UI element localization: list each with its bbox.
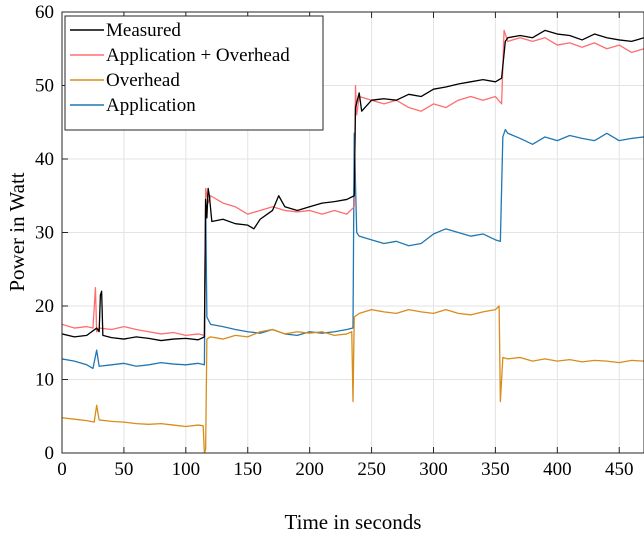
y-tick-label: 0 bbox=[45, 443, 55, 464]
series-layer bbox=[62, 29, 644, 453]
series-line-application bbox=[62, 128, 644, 370]
x-tick-label: 150 bbox=[233, 459, 262, 480]
x-tick-label: 250 bbox=[357, 459, 386, 480]
legend-label-application-overhead: Application + Overhead bbox=[106, 45, 290, 66]
legend: Measured Application + Overhead Overhead Ap… bbox=[64, 15, 324, 131]
series-line-application-overhead bbox=[62, 29, 644, 337]
y-tick-label: 20 bbox=[35, 296, 54, 317]
x-tick-label: 450 bbox=[605, 459, 634, 480]
y-tick-label: 40 bbox=[35, 149, 54, 170]
x-tick-label: 200 bbox=[295, 459, 324, 480]
legend-label-application: Application bbox=[106, 95, 196, 116]
legend-label-measured: Measured bbox=[106, 20, 181, 41]
x-tick-label: 50 bbox=[114, 459, 133, 480]
x-axis-label: Time in seconds bbox=[285, 510, 422, 534]
y-tick-label: 30 bbox=[35, 223, 54, 244]
series-line-measured bbox=[62, 29, 644, 342]
y-tick-label: 60 bbox=[35, 2, 54, 23]
tick-labels: 0 50 100 150 200 250 300 350 400 450 0 10 20 30 40 50 60 bbox=[35, 2, 633, 480]
x-tick-label: 400 bbox=[543, 459, 572, 480]
legend-label-overhead: Overhead bbox=[106, 70, 180, 91]
x-tick-label: 100 bbox=[172, 459, 201, 480]
y-tick-label: 10 bbox=[35, 370, 54, 391]
x-tick-label: 350 bbox=[481, 459, 510, 480]
y-tick-label: 50 bbox=[35, 76, 54, 97]
series-line-overhead bbox=[62, 305, 644, 453]
x-tick-label: 0 bbox=[57, 459, 67, 480]
tick-marks bbox=[61, 11, 620, 454]
y-axis-label: Power in Watt bbox=[5, 172, 29, 291]
legend-box bbox=[64, 15, 324, 131]
x-tick-label: 300 bbox=[419, 459, 448, 480]
